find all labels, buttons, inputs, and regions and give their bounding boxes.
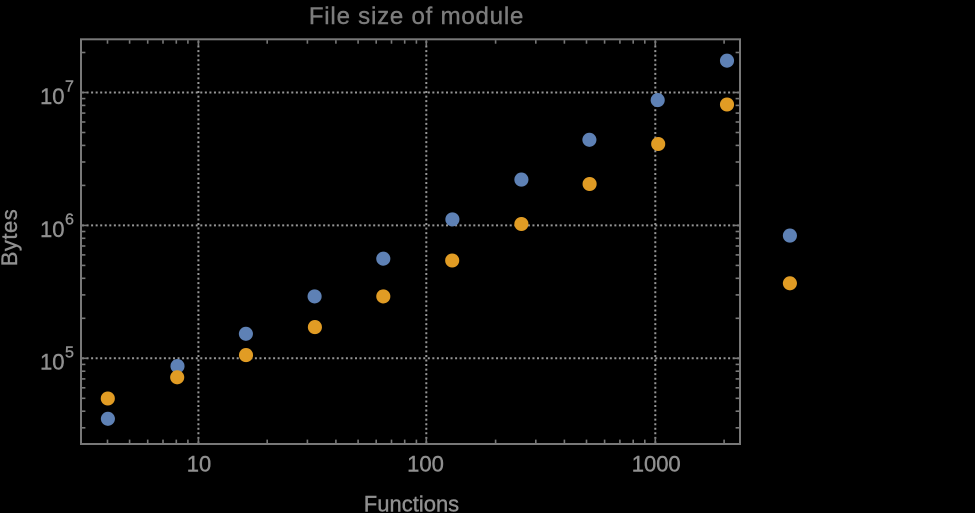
svg-text:10: 10 xyxy=(40,217,64,242)
svg-text:10: 10 xyxy=(40,84,64,109)
svg-text:1000: 1000 xyxy=(632,452,681,477)
svg-text:Functions: Functions xyxy=(364,492,459,513)
svg-text:10: 10 xyxy=(40,350,64,375)
svg-text:Bytes: Bytes xyxy=(0,209,22,267)
svg-text:7: 7 xyxy=(65,79,74,96)
svg-text:10: 10 xyxy=(187,452,211,477)
svg-text:5: 5 xyxy=(65,344,74,361)
svg-text:100: 100 xyxy=(407,452,444,477)
svg-text:6: 6 xyxy=(65,212,74,229)
svg-text:File size of module: File size of module xyxy=(309,3,524,30)
